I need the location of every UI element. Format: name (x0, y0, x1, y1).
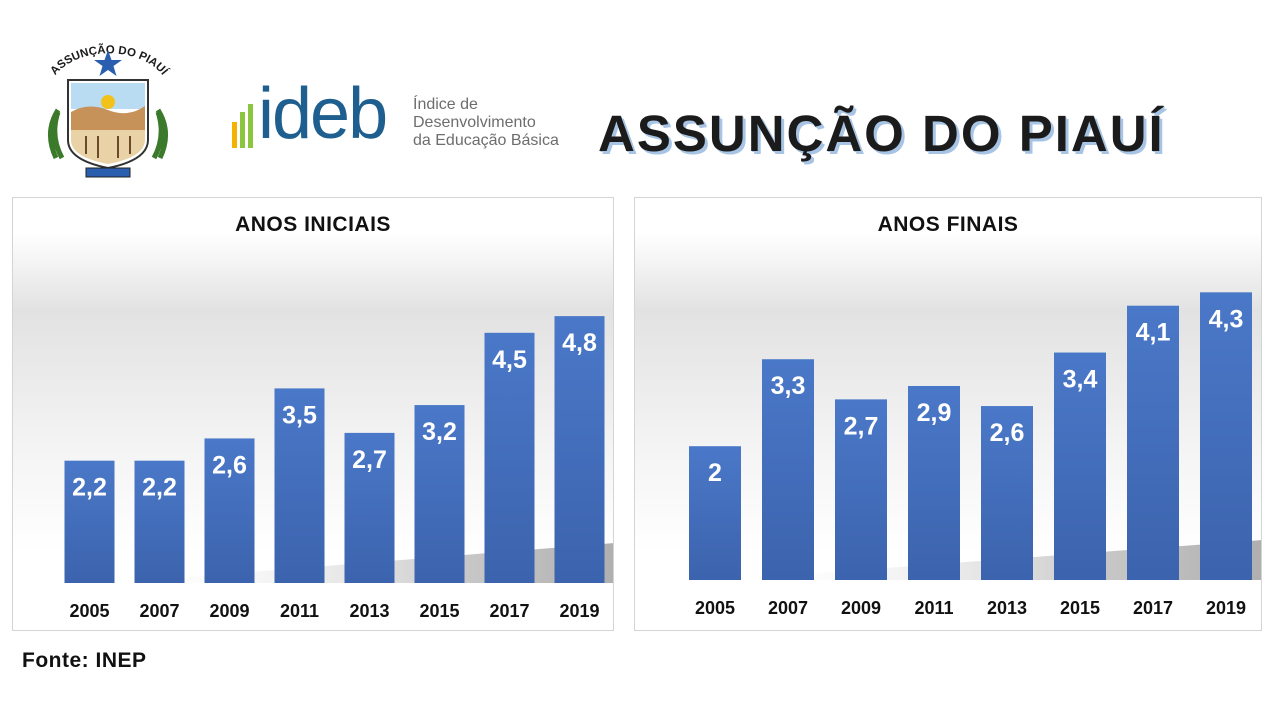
bar-value-label: 2,2 (72, 474, 107, 502)
bar-value-label: 3,3 (771, 372, 806, 400)
bar-value-label: 3,4 (1063, 366, 1098, 394)
bar (274, 388, 325, 583)
page-title: ASSUNÇÃO DO PIAUÍ (598, 105, 1165, 162)
bar (908, 385, 960, 580)
bar-value-label: 2,2 (142, 474, 177, 502)
bar-chart-anos-iniciais: 2,2 2005 2,2 2007 2,6 2009 3,5 2011 2,7 2013 3,2 20… (64, 316, 613, 621)
bar-value-label: 4,5 (492, 346, 527, 374)
ideb-description-line: da Educação Básica (413, 132, 559, 149)
bar-value-label: 3,5 (282, 401, 317, 429)
x-tick-label: 2011 (280, 601, 319, 621)
ideb-logo: ideb Índice de Desenvolvimento da Educaç… (228, 74, 573, 162)
bar-value-label: 2,7 (844, 412, 879, 440)
x-tick-label: 2013 (349, 601, 389, 621)
municipal-crest-logo: ASSUNÇÃO DO PIAUÍ (48, 43, 171, 178)
x-tick-label: 2009 (209, 601, 249, 621)
x-tick-label: 2017 (1133, 598, 1173, 618)
bar-value-label: 4,1 (1136, 319, 1171, 347)
bar (204, 438, 255, 583)
bar-value-label: 2,6 (212, 451, 247, 479)
x-tick-label: 2015 (1060, 598, 1100, 618)
bar-value-label: 2 (708, 459, 722, 487)
bar (1200, 292, 1252, 580)
ideb-description: Índice de Desenvolvimento da Educação Bá… (413, 96, 583, 150)
chart-title: ANOS INICIAIS (235, 213, 391, 236)
bar-value-label: 4,8 (562, 329, 597, 357)
chart-panel-anos-finais: ANOS FINAIS 2 2005 3,3 2007 2,7 2009 2,9 2011 2,… (634, 197, 1262, 631)
source-note: Fonte: INEP (22, 649, 147, 672)
ideb-wordmark: ideb (258, 74, 388, 154)
bar (554, 316, 605, 583)
bar-value-label: 4,3 (1209, 305, 1244, 333)
bar (689, 446, 741, 580)
ideb-description-line: Índice de (413, 96, 478, 113)
bar (1054, 352, 1106, 580)
x-tick-label: 2005 (695, 598, 735, 618)
bar-value-label: 2,9 (917, 399, 952, 427)
shield-icon (67, 79, 149, 170)
x-tick-label: 2007 (768, 598, 808, 618)
star-icon (94, 50, 122, 76)
bar (64, 460, 115, 583)
ideb-description-line: Desenvolvimento (413, 114, 536, 131)
bar (762, 359, 814, 580)
bar-chart-anos-finais: 2 2005 3,3 2007 2,7 2009 2,9 2011 2,6 2013 3,4 2015… (689, 292, 1261, 618)
x-tick-label: 2011 (914, 598, 953, 618)
chart-panel-anos-iniciais: ANOS INICIAIS 2,2 2005 2,2 2007 2,6 2009 3,5 20… (12, 197, 614, 631)
laurel-right-icon (151, 108, 168, 160)
x-tick-label: 2017 (489, 601, 529, 621)
chart-title: ANOS FINAIS (877, 213, 1019, 236)
bar (981, 406, 1033, 580)
bar-chart-icon (232, 104, 253, 148)
crest-ribbon-icon (85, 167, 131, 178)
laurel-left-icon (48, 108, 65, 160)
x-tick-label: 2019 (1206, 598, 1246, 618)
bar (1127, 305, 1179, 580)
x-tick-label: 2009 (841, 598, 881, 618)
bar-value-label: 2,7 (352, 446, 387, 474)
x-tick-label: 2015 (419, 601, 459, 621)
bar (414, 405, 465, 583)
bar (344, 432, 395, 583)
x-tick-label: 2019 (559, 601, 599, 621)
bar-value-label: 3,2 (422, 418, 457, 446)
x-tick-label: 2005 (69, 601, 109, 621)
bar (835, 399, 887, 580)
bar (134, 460, 185, 583)
x-tick-label: 2013 (987, 598, 1027, 618)
x-tick-label: 2007 (139, 601, 179, 621)
bar (484, 332, 535, 583)
bar-value-label: 2,6 (990, 419, 1025, 447)
